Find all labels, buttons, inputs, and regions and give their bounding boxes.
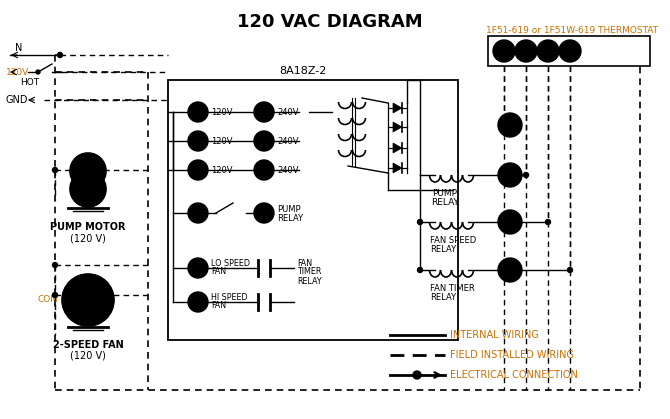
Circle shape [79,301,97,319]
Text: P2: P2 [259,137,269,145]
Circle shape [254,203,274,223]
Text: TIMER: TIMER [297,267,322,277]
Circle shape [36,70,40,74]
Text: RELAY: RELAY [431,198,459,207]
Text: L0: L0 [193,264,204,272]
Circle shape [88,285,106,303]
Circle shape [502,122,507,127]
Polygon shape [393,122,402,132]
Text: 120V: 120V [6,67,29,77]
Text: G: G [505,264,515,277]
Text: 120 VAC DIAGRAM: 120 VAC DIAGRAM [237,13,423,31]
Text: PUMP: PUMP [277,204,301,214]
Text: (120 V): (120 V) [70,233,106,243]
Circle shape [417,267,423,272]
Circle shape [567,267,572,272]
Text: 120V: 120V [211,108,232,116]
Text: P1: P1 [259,209,269,217]
Circle shape [254,131,274,151]
Circle shape [70,153,106,189]
Circle shape [537,40,559,62]
Text: F2: F2 [193,166,204,174]
Circle shape [188,258,208,278]
Text: Y: Y [545,46,551,56]
Text: 240V: 240V [277,108,299,116]
Text: HI: HI [194,297,203,307]
Text: N: N [194,108,202,116]
Text: COM: COM [37,295,58,305]
Text: 240V: 240V [277,137,299,145]
Text: Y: Y [507,215,514,228]
Polygon shape [393,143,402,153]
Text: 8A18Z-2: 8A18Z-2 [279,66,327,76]
Text: 120V: 120V [211,166,232,174]
Text: FAN: FAN [211,302,226,310]
Text: INTERNAL WIRING: INTERNAL WIRING [450,330,539,340]
Text: RELAY: RELAY [430,293,456,302]
Circle shape [70,285,88,303]
Text: HI SPEED: HI SPEED [211,292,248,302]
Text: PUMP: PUMP [433,189,458,198]
Text: L2: L2 [259,108,269,116]
Text: HI: HI [93,290,101,298]
Circle shape [70,171,106,207]
Circle shape [254,102,274,122]
Circle shape [523,173,529,178]
Text: LO SPEED: LO SPEED [211,259,250,267]
Circle shape [188,292,208,312]
Circle shape [188,102,208,122]
Circle shape [515,40,537,62]
Text: R: R [500,46,508,56]
Text: RELAY: RELAY [297,277,322,285]
Text: FAN TIMER: FAN TIMER [430,284,475,293]
Text: FAN: FAN [297,259,312,267]
Circle shape [254,160,274,180]
Circle shape [493,40,515,62]
Circle shape [498,163,522,187]
Text: G: G [566,46,574,56]
Circle shape [188,203,208,223]
Text: RELAY: RELAY [277,214,303,222]
Text: ELECTRICAL CONNECTION: ELECTRICAL CONNECTION [450,370,578,380]
Circle shape [58,52,62,57]
Circle shape [498,258,522,282]
Text: F2: F2 [259,166,269,174]
Circle shape [545,220,551,225]
Circle shape [413,371,421,379]
Text: R: R [506,119,515,132]
Circle shape [559,40,581,62]
Polygon shape [393,103,402,113]
Circle shape [52,262,58,267]
Text: (120 V): (120 V) [70,351,106,361]
Text: P2: P2 [192,137,204,145]
Text: 240V: 240V [277,166,299,174]
Circle shape [498,210,522,234]
Polygon shape [393,163,402,173]
Text: RELAY: RELAY [430,245,456,254]
Circle shape [417,220,423,225]
Bar [488,36,650,66]
Text: FIELD INSTALLED WIRING: FIELD INSTALLED WIRING [450,350,574,360]
Text: W: W [521,46,531,56]
Circle shape [498,113,522,137]
Text: 2-SPEED FAN: 2-SPEED FAN [53,340,123,350]
Text: L1: L1 [193,209,204,217]
Bar [168,80,458,340]
Text: LO: LO [74,290,84,298]
Circle shape [52,292,58,297]
Text: 120V: 120V [211,137,232,145]
Text: PUMP MOTOR: PUMP MOTOR [50,222,126,232]
Text: 1F51-619 or 1F51W-619 THERMOSTAT: 1F51-619 or 1F51W-619 THERMOSTAT [486,26,658,34]
Text: HOT: HOT [20,78,39,86]
Text: N: N [15,43,22,53]
Circle shape [62,274,114,326]
Text: FAN SPEED: FAN SPEED [430,236,476,245]
Circle shape [188,160,208,180]
Text: W: W [504,168,516,181]
Circle shape [188,131,208,151]
Text: FAN: FAN [211,267,226,277]
Circle shape [52,168,58,173]
Text: GND: GND [6,95,29,105]
